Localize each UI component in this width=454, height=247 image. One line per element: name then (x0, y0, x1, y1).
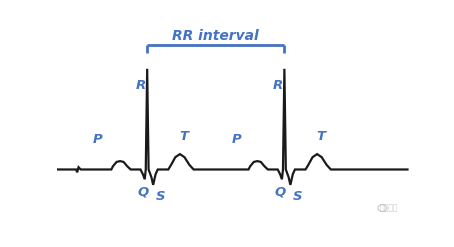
Text: T: T (179, 130, 188, 144)
Text: RR interval: RR interval (173, 29, 259, 43)
Text: P: P (232, 133, 241, 146)
Text: Q: Q (275, 185, 286, 198)
Text: Q: Q (137, 185, 148, 198)
Text: S: S (293, 190, 302, 203)
Text: S: S (155, 190, 165, 203)
Text: R: R (136, 79, 146, 92)
Text: T: T (316, 130, 325, 144)
Text: 医学点滴: 医学点滴 (380, 204, 398, 213)
Text: R: R (273, 79, 283, 92)
Text: P: P (92, 133, 102, 146)
